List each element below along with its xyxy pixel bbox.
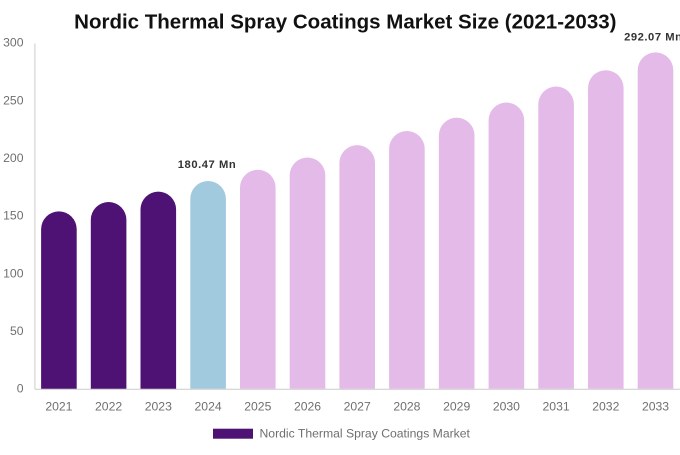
svg-text:2022: 2022 (95, 400, 122, 414)
svg-text:100: 100 (3, 266, 24, 280)
svg-text:2032: 2032 (592, 400, 619, 414)
svg-text:2027: 2027 (344, 400, 371, 414)
svg-text:2023: 2023 (145, 400, 172, 414)
svg-text:200: 200 (3, 151, 24, 165)
svg-text:250: 250 (3, 93, 24, 107)
svg-text:292.07 Mn: 292.07 Mn (624, 31, 680, 43)
svg-text:150: 150 (3, 209, 24, 223)
svg-text:2031: 2031 (543, 400, 570, 414)
svg-text:50: 50 (10, 324, 24, 338)
svg-text:2026: 2026 (294, 400, 321, 414)
svg-text:2024: 2024 (195, 400, 222, 414)
svg-text:2025: 2025 (244, 400, 271, 414)
svg-text:2021: 2021 (45, 400, 72, 414)
svg-text:300: 300 (3, 36, 24, 50)
svg-text:2029: 2029 (443, 400, 470, 414)
svg-text:0: 0 (17, 382, 24, 396)
svg-text:2033: 2033 (642, 400, 669, 414)
svg-text:Nordic Thermal Spray Coatings: Nordic Thermal Spray Coatings Market Siz… (74, 11, 616, 34)
svg-text:Nordic Thermal Spray Coatings: Nordic Thermal Spray Coatings Market (260, 426, 471, 440)
svg-text:2028: 2028 (393, 400, 420, 414)
svg-text:2030: 2030 (493, 400, 520, 414)
svg-text:180.47 Mn: 180.47 Mn (178, 159, 236, 171)
